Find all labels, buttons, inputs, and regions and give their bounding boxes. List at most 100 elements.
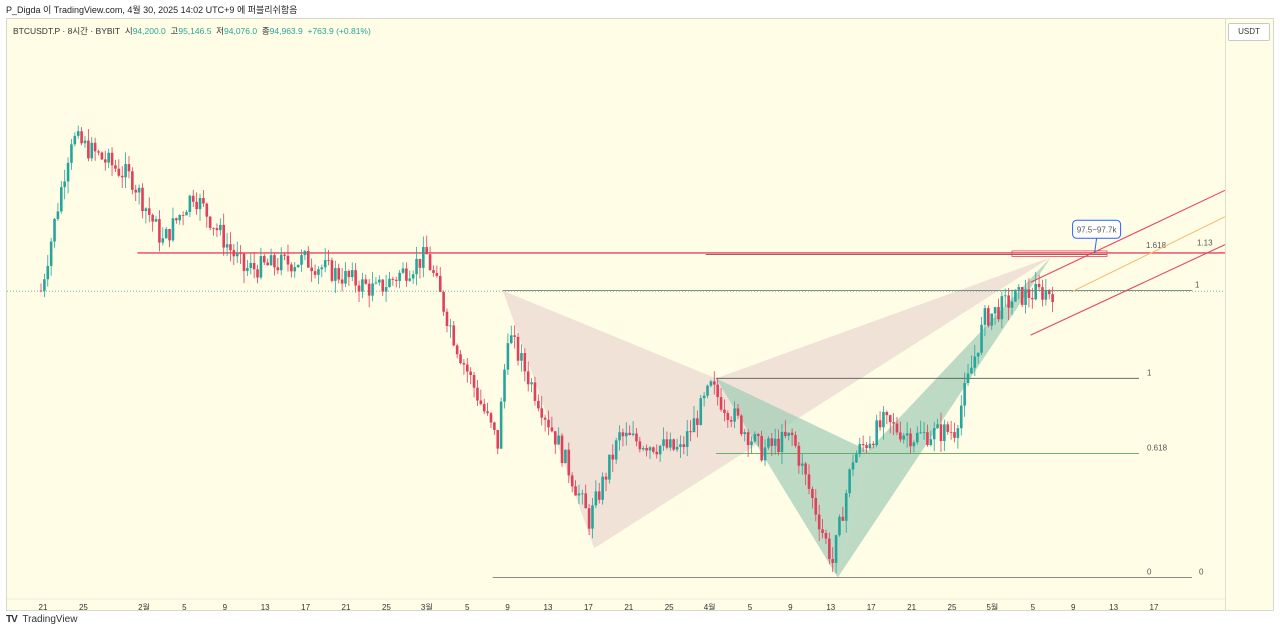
x-tick-label: 25 bbox=[665, 603, 674, 611]
candle-body bbox=[878, 420, 882, 428]
x-tick-label: 9 bbox=[505, 603, 510, 611]
candle-body bbox=[73, 135, 77, 145]
candle-body bbox=[1007, 295, 1010, 308]
candle-body bbox=[120, 175, 124, 178]
candle-body bbox=[212, 227, 215, 229]
candle-body bbox=[533, 382, 537, 401]
candle-body bbox=[63, 181, 66, 188]
candle-body bbox=[709, 381, 713, 386]
candle-body bbox=[621, 432, 625, 437]
candle-body bbox=[841, 516, 845, 521]
candle-body bbox=[266, 262, 269, 266]
candle-body bbox=[53, 218, 56, 242]
candle-body bbox=[185, 212, 188, 216]
high-label: 고 bbox=[170, 26, 179, 36]
candle-body bbox=[980, 324, 983, 353]
candle-body bbox=[449, 325, 452, 327]
candle-body bbox=[205, 203, 209, 217]
x-tick-label: 13 bbox=[261, 603, 270, 611]
target-zone-box bbox=[1011, 250, 1108, 257]
candle-body bbox=[432, 270, 435, 273]
candle-body bbox=[114, 165, 117, 169]
candle-body bbox=[191, 195, 195, 202]
candle-body bbox=[696, 418, 699, 425]
chart-canvas[interactable]: 110.618001.6181.1397.5~97.7k74,000.076,0… bbox=[7, 19, 1274, 611]
candle-body bbox=[746, 432, 750, 446]
candle-body bbox=[60, 187, 63, 212]
tradingview-footer[interactable]: TV TradingView bbox=[6, 614, 77, 625]
candle-body bbox=[411, 274, 415, 279]
candle-body bbox=[993, 307, 997, 314]
candle-body bbox=[459, 354, 462, 364]
candle-body bbox=[909, 433, 912, 447]
candle-body bbox=[628, 432, 631, 435]
candle-body bbox=[905, 433, 909, 436]
candle-body bbox=[401, 268, 405, 273]
candle-body bbox=[168, 229, 171, 241]
candle-body bbox=[987, 308, 990, 326]
candle-body bbox=[574, 486, 577, 496]
candle-body bbox=[665, 439, 669, 448]
candle-body bbox=[929, 439, 933, 446]
candle-body bbox=[949, 431, 953, 433]
candle-body bbox=[895, 423, 899, 433]
currency-button[interactable]: USDT bbox=[1228, 23, 1270, 41]
candle-body bbox=[868, 443, 872, 449]
candle-body bbox=[80, 131, 83, 144]
candle-body bbox=[547, 419, 550, 428]
candle-body bbox=[256, 269, 259, 278]
candle-body bbox=[479, 400, 483, 405]
candle-body bbox=[817, 514, 821, 530]
candle-body bbox=[283, 254, 286, 256]
candle-body bbox=[472, 374, 476, 388]
candle-body bbox=[415, 258, 418, 275]
candle-body bbox=[581, 493, 584, 495]
candle-body bbox=[946, 424, 950, 432]
candle-body bbox=[381, 279, 385, 292]
candle-body bbox=[625, 432, 628, 437]
candle-body bbox=[828, 538, 831, 560]
candle-body bbox=[604, 476, 608, 480]
channel-lower bbox=[1030, 244, 1226, 336]
candle-body bbox=[875, 420, 878, 446]
candle-body bbox=[320, 267, 324, 270]
candle-body bbox=[239, 253, 242, 254]
candle-body bbox=[780, 431, 784, 452]
candle-body bbox=[831, 559, 834, 563]
candle-body bbox=[652, 447, 655, 452]
candle-body bbox=[618, 432, 621, 441]
candle-body bbox=[107, 152, 110, 163]
candle-body bbox=[303, 251, 307, 256]
price-scale[interactable] bbox=[1225, 19, 1273, 610]
chart-area[interactable]: 110.618001.6181.1397.5~97.7k74,000.076,0… bbox=[6, 18, 1274, 611]
candle-body bbox=[611, 454, 615, 460]
candle-body bbox=[932, 428, 936, 440]
candle-body bbox=[872, 443, 875, 446]
candle-body bbox=[540, 408, 544, 418]
candle-body bbox=[1041, 287, 1044, 300]
candle-body bbox=[361, 279, 364, 292]
symbol-name[interactable]: BTCUSDT.P · 8시간 · BYBIT bbox=[13, 26, 121, 36]
candle-body bbox=[290, 264, 293, 272]
candle-body bbox=[158, 219, 161, 243]
candle-body bbox=[313, 271, 317, 275]
candle-body bbox=[824, 532, 828, 539]
candle-body bbox=[418, 258, 422, 268]
channel-upper bbox=[1030, 189, 1226, 283]
candle-body bbox=[550, 427, 554, 432]
fib-lower-1-label: 1 bbox=[1147, 368, 1152, 377]
candle-body bbox=[232, 250, 236, 257]
candle-body bbox=[973, 356, 977, 368]
x-tick-label: 25 bbox=[382, 603, 391, 611]
x-tick-label: 5 bbox=[465, 603, 470, 611]
candle-body bbox=[1024, 289, 1027, 305]
candle-body bbox=[648, 447, 652, 451]
candle-body bbox=[851, 462, 855, 470]
candle-body bbox=[591, 505, 594, 529]
x-tick-label: 9 bbox=[1071, 603, 1076, 611]
fib-113-label: 1.13 bbox=[1197, 238, 1213, 247]
candle-body bbox=[1034, 283, 1037, 300]
candle-body bbox=[330, 260, 334, 281]
x-tick-label: 21 bbox=[907, 603, 916, 611]
candle-body bbox=[794, 435, 797, 446]
